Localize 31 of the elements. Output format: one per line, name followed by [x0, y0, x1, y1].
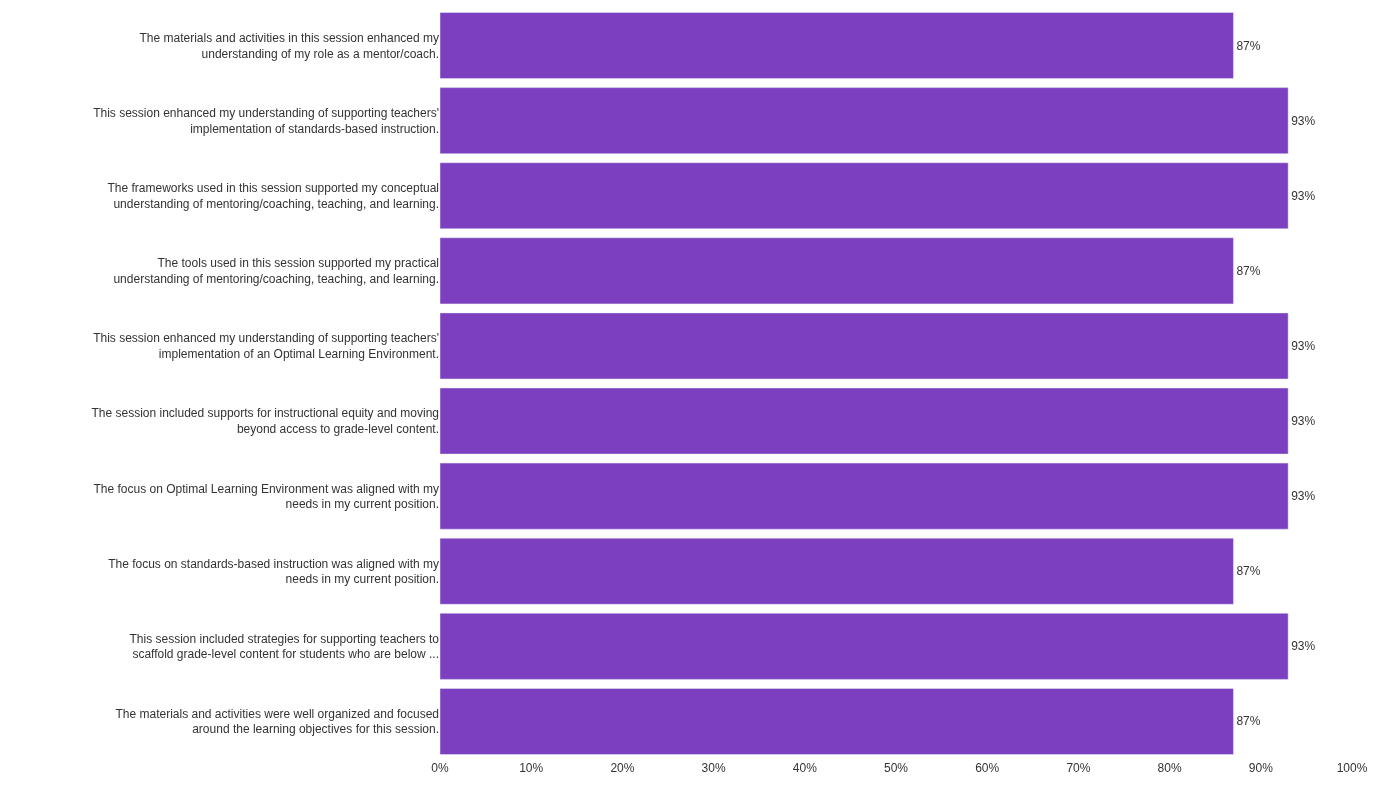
- y-tick-label: The session included supports for instructional equity and moving beyond access to grade-level content.: [91, 406, 439, 437]
- x-tick-label: 90%: [1248, 761, 1274, 775]
- y-tick-label: This session included strategies for supporting teachers to scaffold grade-level content for students who are below ...: [129, 631, 440, 662]
- y-tick-label: The tools used in this session supported my practical understanding of mentoring/coaching, teaching, and learning.: [113, 256, 439, 286]
- x-tick-label: 20%: [610, 761, 635, 775]
- x-tick-label: 50%: [883, 761, 909, 775]
- data-label: 93%: [1291, 338, 1316, 353]
- data-label: 87%: [1236, 714, 1261, 729]
- data-label: 93%: [1291, 639, 1316, 654]
- y-tick-label: The focus on standards-based instruction was aligned with my needs in my current position.: [108, 556, 439, 587]
- data-label: 87%: [1236, 38, 1261, 53]
- data-label: 87%: [1236, 263, 1261, 278]
- x-tick-label: 30%: [701, 761, 726, 775]
- x-tick-label: 40%: [792, 761, 818, 775]
- y-tick-label: The materials and activities in this session enhanced my understanding of my role as a mentor/coach.: [139, 30, 439, 61]
- data-label: 93%: [1291, 113, 1316, 128]
- x-tick-label: 10%: [519, 761, 544, 775]
- x-tick-label: 70%: [1066, 761, 1091, 775]
- x-tick-label: 60%: [975, 761, 1000, 775]
- data-label: 93%: [1291, 489, 1316, 504]
- y-tick-label: This session enhanced my understanding of supporting teachers' implementation of an Optimal Learning Environment.: [93, 331, 439, 361]
- x-tick-label: 0%: [431, 761, 449, 775]
- x-tick-label: 80%: [1157, 761, 1182, 775]
- x-tick-label: 100%: [1336, 761, 1368, 775]
- data-label: 93%: [1291, 414, 1316, 429]
- data-label: 87%: [1236, 564, 1261, 579]
- data-label: 93%: [1291, 188, 1316, 203]
- y-tick-label: The materials and activities were well organized and focused around the learning objectives for this session.: [115, 706, 439, 737]
- y-tick-label: This session enhanced my understanding of supporting teachers' implementation of standards-based instruction.: [93, 106, 439, 136]
- y-tick-label: The frameworks used in this session supported my conceptual understanding of mentoring/coaching, teaching, and learning.: [107, 181, 439, 211]
- y-tick-label: The focus on Optimal Learning Environment was aligned with my needs in my current position.: [93, 481, 439, 512]
